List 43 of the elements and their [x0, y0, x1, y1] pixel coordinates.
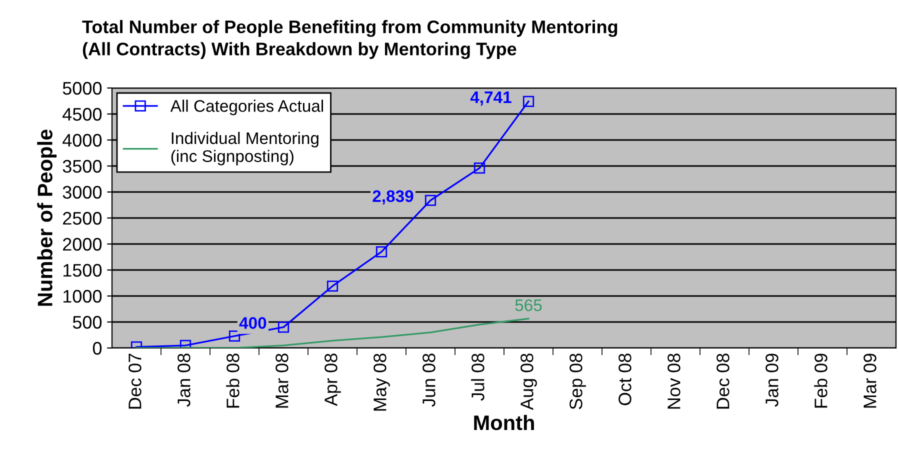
x-tick-label: May 08	[374, 354, 390, 411]
y-tick-label: 2000	[63, 238, 102, 251]
data-label: 2,839	[372, 190, 414, 204]
legend-label: All Categories Actual	[170, 100, 324, 116]
x-tick-label: Mar 09	[864, 354, 876, 408]
legend-label: Individual Mentoring (inc Signposting)	[171, 132, 318, 166]
point	[474, 162, 486, 174]
x-tick-label: Nov 08	[668, 354, 680, 409]
y-tick-label: 3000	[62, 186, 102, 199]
x-tick-label: Jul 08	[471, 354, 484, 401]
point	[278, 322, 290, 333]
y-tick-label: 5000	[62, 82, 102, 95]
x-tick-label: Dec 08	[716, 354, 730, 409]
y-tick-label: 1500	[63, 264, 102, 277]
y-tick-label: 4500	[62, 108, 102, 121]
x-tick-label: Jan 08	[178, 354, 190, 407]
data-label: 4,741	[470, 92, 512, 106]
x-tick-label: Jan 09	[766, 354, 778, 407]
point	[376, 246, 388, 258]
y-tick-label: 500	[72, 316, 102, 329]
x-tick-label: Oct 08	[618, 354, 632, 406]
x-tick-label: Sep 08	[570, 354, 586, 410]
point	[522, 96, 534, 108]
y-tick-label: 3500	[62, 160, 102, 173]
y-tick-label: 4000	[62, 134, 102, 147]
x-tick-label: Dec 07	[128, 354, 142, 409]
x-tick-label: Feb 09	[814, 354, 828, 408]
x-tick-label: Mar 08	[276, 354, 288, 408]
data-label: 400	[239, 317, 266, 329]
y-tick-label: 1000	[63, 290, 102, 303]
x-axis-title: Month	[474, 414, 534, 430]
point	[228, 330, 240, 342]
x-tick-label: Aug 08	[520, 354, 537, 410]
y-axis-title: Number of People	[37, 130, 57, 306]
point	[424, 194, 436, 206]
data-label: 565	[515, 299, 542, 312]
x-tick-label: Jun 08	[422, 354, 436, 407]
point	[326, 280, 338, 292]
x-tick-label: Apr 08	[324, 354, 341, 406]
chart-title: Total Number of People Benefiting from Community Mentoring (All Contracts) With Breakdown by Mentoring Type	[82, 20, 618, 60]
y-tick-label: 2500	[63, 212, 102, 225]
x-tick-label: Feb 08	[226, 354, 240, 408]
y-tick-label: 0	[92, 342, 102, 355]
